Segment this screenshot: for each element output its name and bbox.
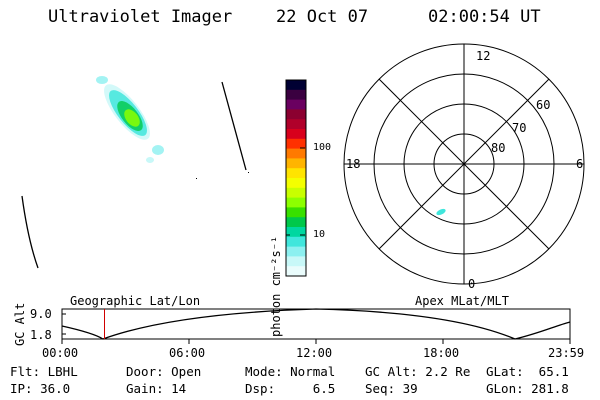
colorbar-band (286, 109, 306, 120)
apex-title: Apex MLat/MLT (415, 294, 509, 308)
time-tick-2359: 23:59 (548, 346, 585, 360)
colorbar-band (286, 207, 306, 218)
colorbar-band (286, 178, 306, 189)
time-tick-1200: 12:00 (296, 346, 333, 360)
colorbar-band (286, 256, 306, 267)
colorbar-band (286, 158, 306, 169)
colorbar-band (286, 89, 306, 101)
info-gain: Gain: 14 (126, 381, 187, 396)
colorbar-band (286, 129, 306, 140)
lat-label-80: 80 (491, 141, 506, 155)
altitude-ylabel: GC Alt (13, 302, 27, 346)
colorbar-band (286, 168, 306, 179)
colorbar-band (286, 197, 306, 208)
info-mode: Mode: Normal (245, 364, 336, 379)
info-gcalt: GC Alt: 2.2 Re (365, 364, 471, 379)
colorbar-band (286, 227, 306, 238)
colorbar-band (286, 148, 306, 159)
colorbar-unit-label: photon cm⁻²s⁻¹ (269, 235, 283, 337)
colorbar-frame (285, 79, 307, 277)
colorbar-tick-10: 10 (313, 229, 326, 240)
mlt-label-0: 0 (468, 277, 476, 291)
mlt-label-6: 6 (576, 157, 584, 171)
time-label: 02:00:54 UT (428, 7, 541, 27)
polar-plot (343, 43, 585, 285)
info-ip: IP: 36.0 (10, 381, 71, 396)
info-flt: Flt: LBHL (10, 364, 78, 379)
altitude-panel (61, 308, 571, 344)
time-tick-1800: 18:00 (423, 346, 460, 360)
colorbar-band (286, 99, 306, 110)
date-label: 22 Oct 07 (276, 7, 369, 27)
colorbar-band (286, 266, 306, 277)
info-glon: GLon: 281.8 (486, 381, 569, 396)
info-seq: Seq: 39 (365, 381, 418, 396)
instrument-title: Ultraviolet Imager (48, 7, 233, 27)
altitude-ymax: 9.0 (30, 307, 52, 321)
colorbar-band (286, 138, 306, 150)
altitude-curve (61, 308, 571, 340)
info-door: Door: Open (126, 364, 202, 379)
limb-arc-left (21, 195, 39, 269)
geographic-title: Geographic Lat/Lon (70, 294, 201, 308)
mlt-label-12: 12 (476, 49, 491, 63)
info-dsp: Dsp: 6.5 (245, 381, 336, 396)
aurora-image (96, 76, 164, 163)
info-glat: GLat: 65.1 (486, 364, 569, 379)
time-tick-0000: 00:00 (42, 346, 79, 360)
colorbar-band (286, 187, 306, 199)
time-tick-0600: 06:00 (169, 346, 206, 360)
colorbar-band (286, 119, 306, 130)
colorbar-band (286, 236, 306, 248)
colorbar-tick-100: 100 (313, 142, 332, 153)
colorbar-band (286, 80, 306, 91)
colorbar-band (286, 217, 306, 228)
colorbar-band (286, 246, 306, 257)
lat-label-70: 70 (512, 121, 527, 135)
mlt-label-18: 18 (346, 157, 361, 171)
altitude-ymin: 1.8 (30, 328, 52, 342)
lat-label-60: 60 (536, 98, 551, 112)
colorbar (285, 79, 307, 277)
limb-arc-right (221, 81, 247, 171)
polar-aurora-spot (436, 208, 446, 216)
